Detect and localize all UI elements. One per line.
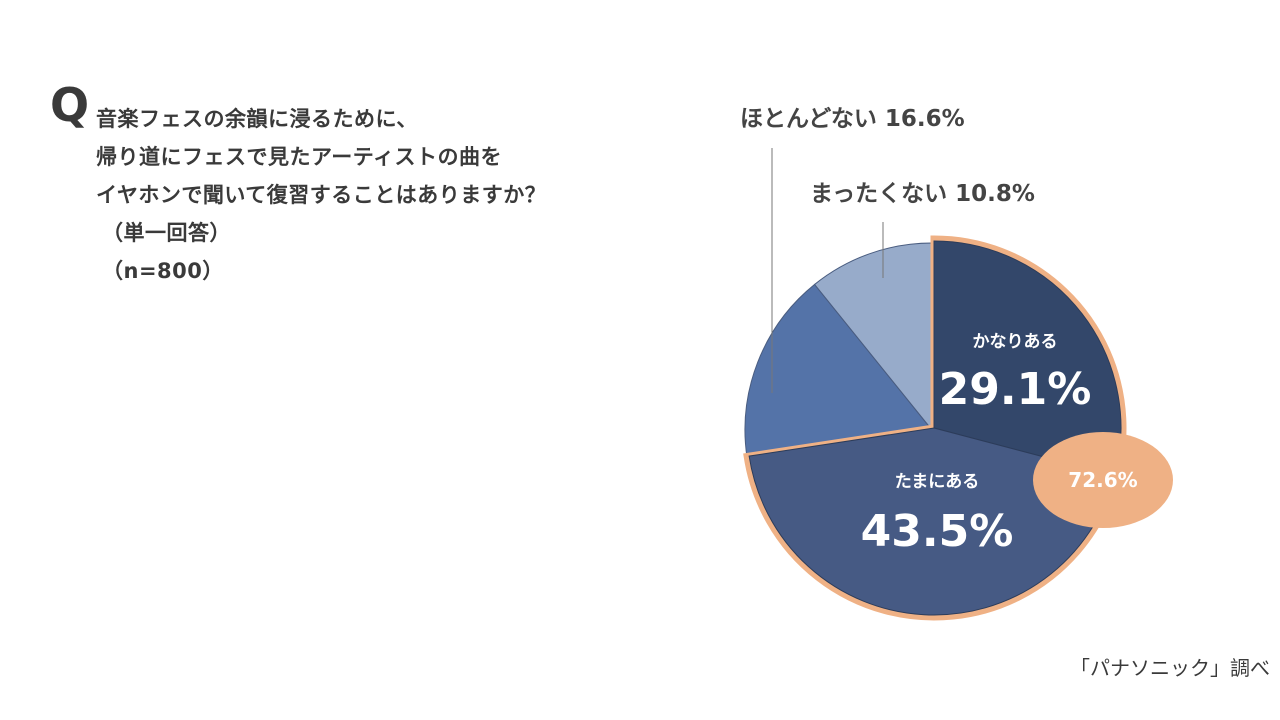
pie-slice-3 [744, 283, 933, 459]
highlight-value: 72.6% [1068, 468, 1137, 492]
slice-label-1: かなりある [973, 332, 1058, 352]
question-line-2: 帰り道にフェスで見たアーティストの曲を [96, 145, 502, 169]
highlight-bubble [1033, 432, 1173, 528]
source-note: 「パナソニック」調べ [1070, 656, 1270, 680]
slice-label-2: たまにある [895, 472, 980, 492]
slice-value-1: 29.1% [939, 364, 1092, 415]
sample-size: （n=800） [102, 259, 224, 283]
pie-slice-2 [748, 427, 1116, 616]
question-mark: Q [50, 78, 90, 132]
pie-slice-4 [813, 242, 933, 432]
question-line-1: 音楽フェスの余韻に浸るために、 [96, 107, 418, 131]
question-line-3: イヤホンで聞いて復習することはありますか？ [96, 183, 547, 207]
question-text: 音楽フェスの余韻に浸るために、 帰り道にフェスで見たアーティストの曲を イヤホン… [96, 100, 546, 290]
outer-label-2: まったくない 10.8% [810, 181, 1035, 207]
answer-type: （単一回答） [102, 221, 231, 245]
highlight-outline [743, 235, 1127, 621]
outer-label-1: ほとんどない 16.6% [740, 106, 965, 132]
slice-value-2: 43.5% [861, 506, 1014, 557]
